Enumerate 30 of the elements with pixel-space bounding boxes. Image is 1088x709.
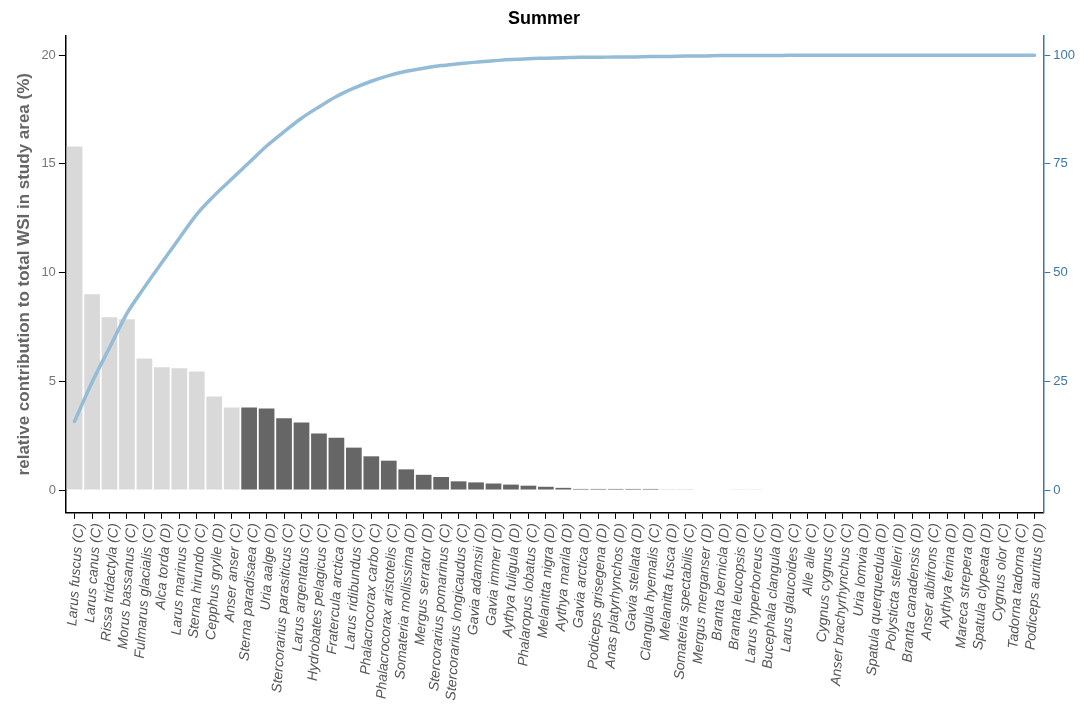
y2-tick-label: 75	[1053, 155, 1068, 171]
bar	[485, 483, 502, 490]
bar	[66, 146, 83, 490]
y2-tick-label: 0	[1053, 481, 1061, 497]
chart-title: Summer	[507, 7, 581, 28]
y2-tick-label: 25	[1053, 372, 1068, 388]
bar	[119, 319, 135, 490]
bar	[311, 433, 327, 490]
bar	[258, 408, 275, 490]
bar	[293, 422, 310, 490]
bar	[84, 294, 100, 490]
bar	[101, 317, 118, 490]
bar	[223, 407, 240, 490]
y-tick-label: 15	[41, 155, 56, 171]
bar	[503, 484, 519, 490]
y-tick-label: 10	[41, 264, 56, 280]
bar	[136, 358, 153, 490]
bar	[468, 482, 484, 490]
y-tick-label: 0	[48, 481, 56, 497]
y-tick-label: 20	[41, 46, 56, 62]
bar	[520, 485, 537, 490]
y-tick-label: 5	[48, 372, 56, 388]
y2-tick-label: 100	[1053, 46, 1076, 62]
line-series	[72, 53, 1037, 424]
bar	[276, 418, 292, 490]
bar	[328, 437, 345, 490]
bar	[241, 407, 257, 490]
bar	[450, 481, 467, 490]
y-axis-title: relative contribution to total WSI in study area (%)	[13, 73, 33, 476]
y2-tick-label: 50	[1053, 264, 1068, 280]
